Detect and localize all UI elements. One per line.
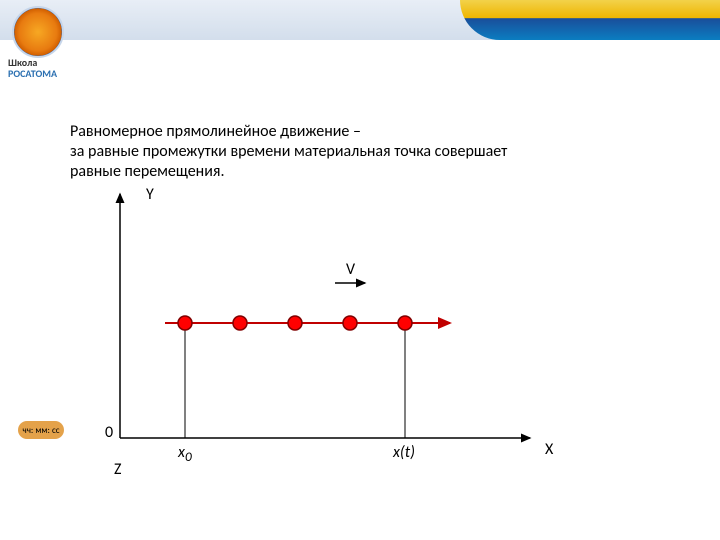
x0-label: x0 bbox=[178, 443, 192, 465]
z-axis-label: Z bbox=[114, 460, 122, 479]
logo bbox=[12, 6, 64, 58]
x-axis-label: X bbox=[545, 440, 553, 459]
header-band bbox=[0, 0, 720, 40]
diagram-svg bbox=[90, 188, 630, 478]
logo-line2: РОСАТОМА bbox=[8, 67, 57, 80]
x0-base: x bbox=[178, 443, 185, 462]
time-badge-text: чч: мм: сс bbox=[22, 425, 59, 436]
y-axis-label: Y bbox=[146, 185, 154, 204]
heading-line3: равные перемещения. bbox=[70, 162, 225, 181]
diagram: Y V 0 Z X x0 x(t) bbox=[90, 188, 630, 478]
heading-line2: за равные промежутки времени материальна… bbox=[70, 142, 507, 161]
heading-text: Равномерное прямолинейное движение – за … bbox=[70, 122, 670, 182]
x0-sub: 0 bbox=[185, 448, 192, 465]
xt-label: x(t) bbox=[393, 443, 415, 462]
logo-icon bbox=[12, 6, 64, 58]
heading-line1: Равномерное прямолинейное движение – bbox=[70, 122, 361, 141]
v-label: V bbox=[346, 260, 355, 279]
time-badge: чч: мм: сс bbox=[18, 421, 64, 439]
logo-text: Школа РОСАТОМА bbox=[8, 58, 57, 79]
origin-label: 0 bbox=[105, 423, 113, 442]
